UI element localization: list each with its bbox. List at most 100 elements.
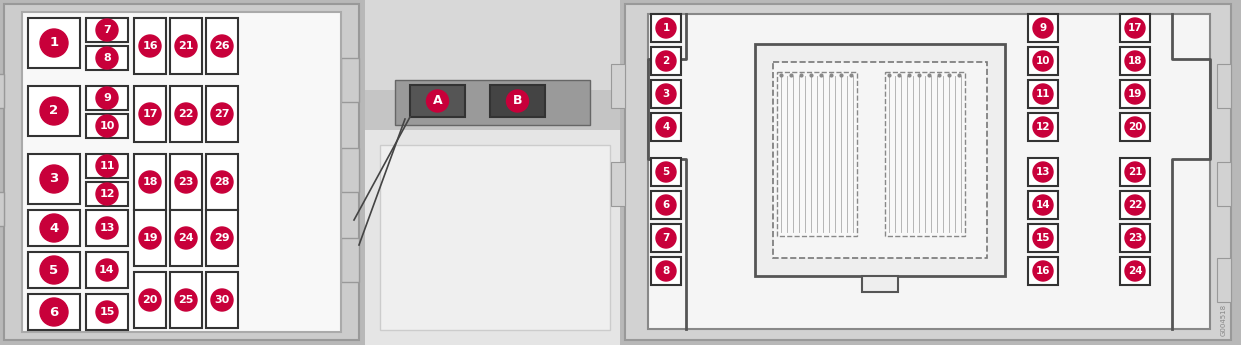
- Circle shape: [96, 183, 118, 205]
- Circle shape: [506, 90, 529, 112]
- Circle shape: [211, 171, 233, 193]
- Text: 16: 16: [1036, 266, 1050, 276]
- Bar: [29, 252, 79, 288]
- Bar: [625, 4, 1231, 340]
- Text: 2: 2: [50, 105, 58, 118]
- Bar: [86, 114, 128, 138]
- Bar: [86, 182, 128, 206]
- Circle shape: [427, 90, 448, 112]
- Circle shape: [96, 19, 118, 41]
- Bar: [29, 210, 79, 246]
- Circle shape: [656, 195, 676, 215]
- Text: 1: 1: [50, 37, 58, 49]
- Bar: [490, 85, 545, 117]
- Circle shape: [40, 214, 68, 242]
- Bar: [206, 272, 238, 328]
- Bar: [206, 210, 238, 266]
- Bar: [22, 12, 341, 332]
- Circle shape: [656, 18, 676, 38]
- Bar: [134, 154, 166, 210]
- Circle shape: [1126, 162, 1145, 182]
- Bar: [652, 158, 681, 186]
- Bar: [29, 154, 79, 204]
- Bar: [29, 86, 79, 136]
- Circle shape: [656, 84, 676, 104]
- Circle shape: [40, 97, 68, 125]
- Bar: [206, 86, 238, 142]
- Bar: [1028, 113, 1059, 141]
- Bar: [0, 74, 4, 108]
- Bar: [365, 0, 620, 345]
- Bar: [1217, 64, 1231, 108]
- Bar: [1028, 80, 1059, 108]
- Bar: [29, 294, 79, 330]
- Text: 10: 10: [99, 121, 114, 131]
- Bar: [1028, 191, 1059, 219]
- Text: 27: 27: [215, 109, 230, 119]
- Bar: [0, 192, 4, 226]
- Bar: [395, 80, 589, 125]
- Bar: [170, 18, 202, 74]
- Bar: [1028, 224, 1059, 252]
- Circle shape: [1033, 228, 1054, 248]
- Bar: [1119, 224, 1150, 252]
- Bar: [341, 58, 359, 102]
- Bar: [341, 148, 359, 192]
- Circle shape: [175, 171, 197, 193]
- Bar: [341, 238, 359, 282]
- Circle shape: [139, 35, 161, 57]
- Text: 11: 11: [1036, 89, 1050, 99]
- Text: 11: 11: [99, 161, 114, 171]
- Circle shape: [96, 155, 118, 177]
- Bar: [755, 44, 1005, 276]
- Text: 25: 25: [179, 295, 194, 305]
- Bar: [86, 210, 128, 246]
- Bar: [410, 85, 465, 117]
- Circle shape: [175, 227, 197, 249]
- Text: 5: 5: [50, 264, 58, 276]
- Bar: [1028, 47, 1059, 75]
- Bar: [86, 86, 128, 110]
- Bar: [652, 113, 681, 141]
- Circle shape: [40, 256, 68, 284]
- Bar: [862, 276, 898, 292]
- Bar: [1028, 158, 1059, 186]
- Circle shape: [656, 228, 676, 248]
- Circle shape: [175, 103, 197, 125]
- Text: 29: 29: [215, 233, 230, 243]
- Text: 4: 4: [50, 221, 58, 235]
- Text: 15: 15: [1036, 233, 1050, 243]
- Text: 7: 7: [103, 25, 110, 35]
- Circle shape: [96, 115, 118, 137]
- Text: 18: 18: [143, 177, 158, 187]
- Circle shape: [139, 227, 161, 249]
- Circle shape: [96, 301, 118, 323]
- Bar: [134, 210, 166, 266]
- Bar: [134, 18, 166, 74]
- Bar: [652, 257, 681, 285]
- Text: G004518: G004518: [1221, 304, 1227, 336]
- Circle shape: [96, 47, 118, 69]
- Text: 26: 26: [215, 41, 230, 51]
- Circle shape: [96, 259, 118, 281]
- Circle shape: [1033, 18, 1054, 38]
- Text: 20: 20: [143, 295, 158, 305]
- Bar: [1217, 258, 1231, 302]
- Bar: [1028, 14, 1059, 42]
- Circle shape: [1126, 117, 1145, 137]
- Circle shape: [40, 298, 68, 326]
- Text: 16: 16: [143, 41, 158, 51]
- Bar: [134, 86, 166, 142]
- Bar: [1119, 14, 1150, 42]
- Circle shape: [1033, 162, 1054, 182]
- Circle shape: [175, 35, 197, 57]
- Bar: [29, 18, 79, 68]
- Text: 18: 18: [1128, 56, 1142, 66]
- Circle shape: [1033, 261, 1054, 281]
- Text: 17: 17: [143, 109, 158, 119]
- Circle shape: [96, 87, 118, 109]
- Bar: [652, 14, 681, 42]
- Text: 19: 19: [143, 233, 158, 243]
- Text: 15: 15: [99, 307, 114, 317]
- Circle shape: [1126, 84, 1145, 104]
